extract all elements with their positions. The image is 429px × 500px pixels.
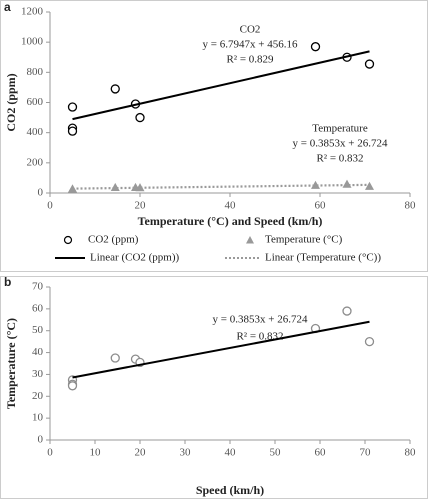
point [110, 84, 120, 94]
annotation: y = 0.3853x + 26.724 [213, 314, 308, 326]
point [67, 102, 78, 112]
point [342, 179, 352, 188]
legend-label: CO2 (ppm) [88, 234, 139, 246]
y-tick-label: 10 [32, 412, 44, 424]
y-tick-label: 600 [27, 96, 44, 108]
point [342, 306, 352, 316]
legend-swatch [246, 236, 254, 244]
y-tick-label: 800 [27, 66, 44, 78]
y-tick-label: 60 [32, 302, 44, 314]
x-tick-label: 70 [360, 447, 372, 459]
x-tick-label: 60 [315, 200, 327, 212]
y-tick-label: 40 [32, 346, 44, 358]
y-tick-label: 400 [27, 126, 44, 138]
trendline [72, 183, 370, 190]
point [67, 381, 78, 391]
annotation: R² = 0.829 [226, 54, 274, 66]
x-tick-label: 50 [270, 447, 282, 459]
x-axis-label: Speed (km/h) [196, 483, 264, 497]
point [67, 126, 78, 136]
panel-frame [0, 0, 428, 272]
y-tick-label: 0 [38, 187, 44, 199]
x-tick-label: 40 [225, 447, 237, 459]
y-tick-label: 50 [32, 324, 44, 336]
point [364, 336, 375, 347]
x-tick-label: 60 [315, 447, 327, 459]
x-tick-label: 10 [90, 447, 102, 459]
y-tick-label: 20 [32, 390, 44, 402]
y-tick-label: 1000 [21, 36, 44, 48]
annotation: CO2 [240, 24, 261, 36]
point [311, 180, 320, 189]
point [68, 184, 77, 193]
y-axis-label: Temperature (°C) [4, 318, 18, 409]
x-tick-label: 30 [180, 447, 192, 459]
y-tick-label: 70 [32, 281, 44, 293]
x-tick-label: 80 [405, 200, 417, 212]
point [135, 112, 145, 123]
legend-label: Linear (Temperature (°C)) [265, 252, 381, 264]
x-axis-label: Temperature (°C) and Speed (km/h) [138, 214, 323, 228]
panel-frame [0, 276, 428, 499]
x-tick-label: 80 [405, 447, 417, 459]
y-tick-label: 200 [27, 156, 44, 168]
x-tick-label: 40 [225, 200, 237, 212]
annotation: y = 0.3853x + 26.724 [293, 138, 388, 150]
legend-label: Linear (CO2 (ppm)) [90, 252, 180, 264]
y-tick-label: 0 [38, 434, 44, 446]
annotation: Temperature [312, 123, 368, 135]
legend-swatch [63, 235, 73, 245]
panel-label: b [4, 275, 11, 289]
x-tick-label: 0 [47, 200, 53, 212]
y-tick-label: 30 [32, 368, 44, 380]
annotation: R² = 0.832 [236, 331, 283, 343]
annotation: R² = 0.832 [316, 153, 363, 165]
x-tick-label: 0 [47, 447, 53, 459]
trendline [72, 320, 370, 379]
point [364, 59, 375, 69]
point [310, 42, 321, 52]
point [110, 182, 120, 191]
y-axis-label: CO2 (ppm) [4, 73, 18, 131]
legend-label: Temperature (°C) [265, 234, 343, 246]
point [135, 183, 145, 192]
point [110, 353, 120, 363]
x-tick-label: 20 [135, 447, 147, 459]
annotation: y = 6.7947x + 456.16 [203, 39, 298, 51]
trendline [72, 50, 370, 121]
panel-label: a [4, 0, 11, 14]
x-tick-label: 20 [135, 200, 147, 212]
y-tick-label: 1200 [21, 6, 44, 18]
